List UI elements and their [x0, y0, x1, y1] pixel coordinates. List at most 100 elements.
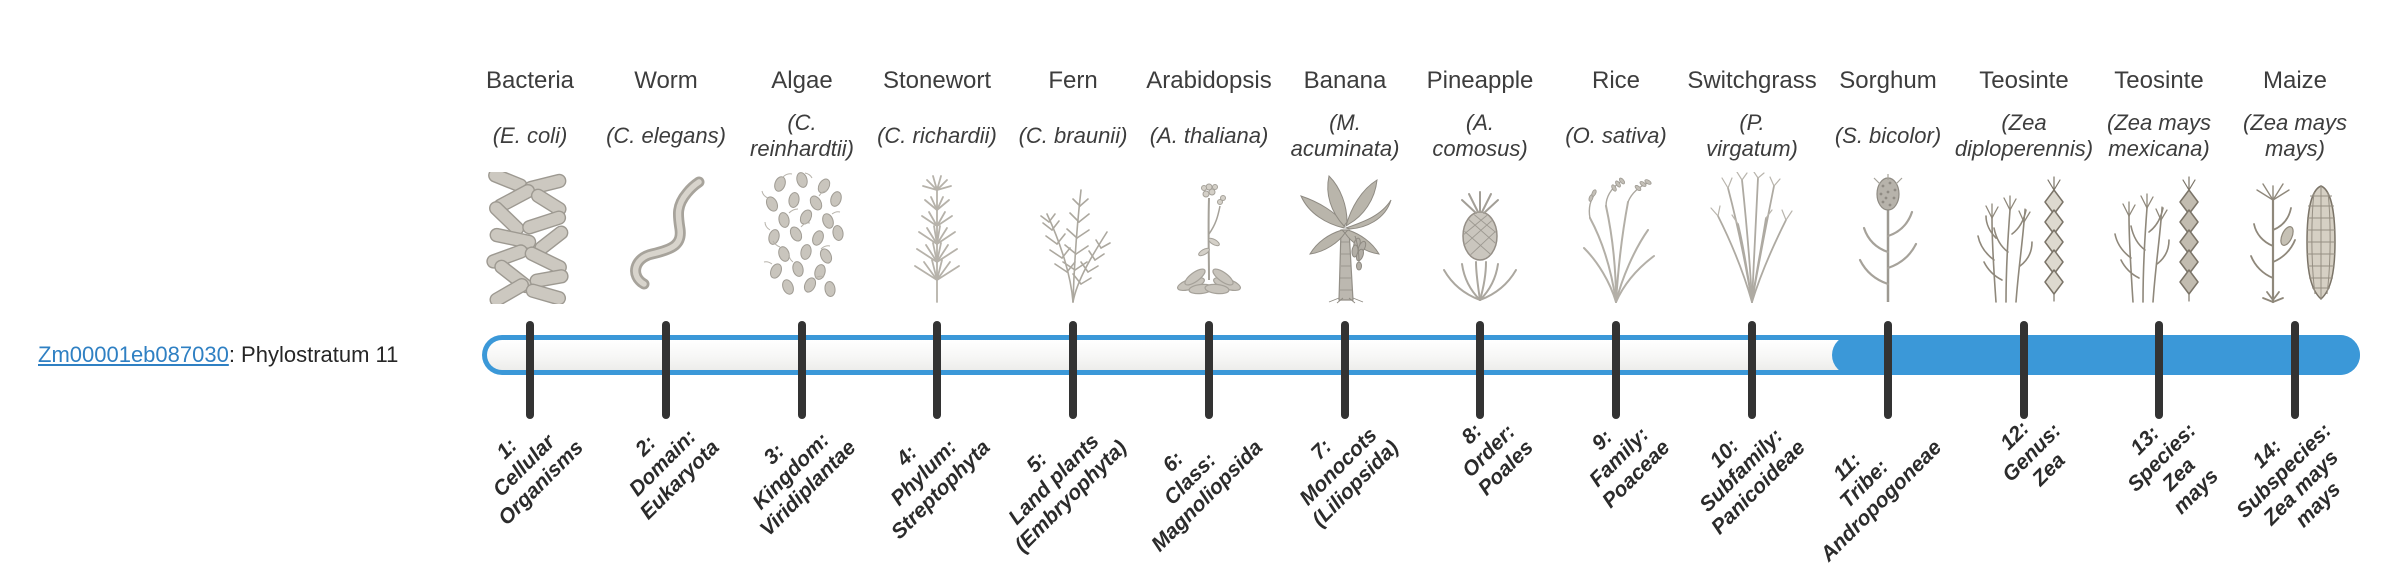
organism-sci-wrap: (P. virgatum) — [1664, 104, 1840, 168]
sorghum-illustration — [1813, 172, 1963, 304]
organism-column-switchgrass: Switchgrass (P. virgatum) 10: Subfamily:… — [1677, 0, 1827, 580]
organism-scientific-name: (M. acuminata) — [1290, 110, 1400, 161]
axis-tick — [2020, 321, 2028, 419]
organism-column-sorghum: Sorghum (S. bicolor) 11: Tribe: Andropog… — [1813, 0, 1963, 580]
organism-sci-wrap: (C. elegans) — [578, 104, 754, 168]
phylostratum-label: 14: Subspecies: Zea mays mays — [2232, 418, 2346, 532]
organism-column-pineapple: Pineapple (A. comosus) 8: Order: Poa — [1405, 0, 1555, 580]
teosinte-mexicana-illustration — [2084, 172, 2234, 304]
axis-tick — [1476, 321, 1484, 419]
organism-column-maize: Maize (Zea mays mays) — [2220, 0, 2370, 580]
organism-scientific-name: (C. braunii) — [1018, 123, 1128, 148]
organism-scientific-name: (O. sativa) — [1565, 123, 1667, 148]
organism-sci-wrap: (C. braunii) — [985, 104, 1161, 168]
organism-name: Algae — [771, 67, 833, 94]
organism-sci-wrap: (A. thaliana) — [1121, 104, 1297, 168]
organism-column-teosinte-mexicana: Teosinte (Zea mays mexicana) — [2084, 0, 2234, 580]
axis-tick — [1748, 321, 1756, 419]
organism-name: Maize — [2262, 67, 2328, 94]
gene-id-link[interactable]: Zm00001eb087030 — [38, 342, 229, 367]
organism-name: Rice — [1591, 67, 1640, 94]
organism-sci-wrap: (Zea diploperennis) — [1936, 104, 2112, 168]
pineapple-illustration — [1405, 172, 1555, 304]
axis-tick — [1069, 321, 1077, 419]
stonewort-illustration — [862, 172, 1012, 304]
organism-scientific-name: (S. bicolor) — [1834, 123, 1942, 148]
axis-tick — [1205, 321, 1213, 419]
organism-column-fern: Fern (C. braunii) 5: Land plants (Embryo… — [998, 0, 1148, 580]
axis-tick — [2291, 321, 2299, 419]
organism-sci-wrap: (Zea mays mexicana) — [2071, 104, 2247, 168]
phylostratum-label: 13: Species: Zea mays — [2122, 418, 2223, 519]
organism-column-arabidopsis: Arabidopsis (A. thaliana) 6: Class: Magn… — [1134, 0, 1284, 580]
organism-column-bacteria: Bacteria (E. coli) 1: Cellular Organisms — [455, 0, 605, 580]
organism-sci-wrap: (O. sativa) — [1528, 104, 1704, 168]
organism-scientific-name: (Zea mays mays) — [2243, 110, 2347, 161]
organism-column-algae: Algae (C. reinhardtii) — [727, 0, 877, 580]
organism-scientific-name: (Zea mays mexicana) — [2107, 110, 2211, 161]
banana-illustration — [1270, 172, 1420, 304]
organism-name: Worm — [634, 67, 698, 94]
axis-tick — [798, 321, 806, 419]
rice-illustration — [1541, 172, 1691, 304]
organism-name: Teosinte — [1979, 67, 2069, 94]
phylostratum-label: 9: Family: Poaceae — [1584, 423, 1675, 513]
algae-illustration — [727, 172, 877, 304]
organism-name: Stonewort — [882, 67, 992, 94]
organism-sci-wrap: (C. richardii) — [849, 104, 1025, 168]
organism-sci-wrap: (E. coli) — [442, 104, 618, 168]
phylostratum-label: 12: Genus: Zea — [1995, 416, 2070, 491]
gene-label: Zm00001eb087030: Phylostratum 11 — [38, 341, 398, 369]
bar-filled-region — [1832, 335, 2360, 375]
organism-name: Bacteria — [485, 67, 575, 94]
axis-tick — [933, 321, 941, 419]
organism-scientific-name: (C. elegans) — [606, 123, 726, 148]
organism-name: Fern — [1048, 67, 1098, 94]
organism-sci-wrap: (S. bicolor) — [1800, 104, 1976, 168]
organism-scientific-name: (C. richardii) — [877, 123, 997, 148]
organism-scientific-name: (C. reinhardtii) — [750, 110, 854, 161]
phylostratum-label: 8: Order: Poales — [1457, 419, 1539, 501]
organism-name: Sorghum — [1839, 67, 1937, 94]
organism-column-worm: Worm (C. elegans) 2: Domain: Eukaryota — [591, 0, 741, 580]
phylostratum-label: 6: Class: Magnoliopsida — [1146, 435, 1268, 557]
worm-illustration — [591, 172, 741, 304]
gene-phylostratum-text: : Phylostratum 11 — [228, 342, 399, 367]
organism-scientific-name: (Zea diploperennis) — [1954, 110, 2094, 161]
axis-tick — [1884, 321, 1892, 419]
organism-name: Pineapple — [1426, 67, 1534, 94]
axis-tick — [1612, 321, 1620, 419]
organism-scientific-name: (A. thaliana) — [1149, 123, 1269, 148]
organism-column-stonewort: Stonewort (C. richardii) 4: Phylum: Stre… — [862, 0, 1012, 580]
organism-column-teosinte-diploperennis: Teosinte (Zea diploperennis) — [1949, 0, 2099, 580]
phylostratum-label: 7: Monocots (Liliopsida) — [1295, 423, 1404, 532]
phylostratum-label: 2: Domain: Eukaryota — [625, 425, 725, 525]
maize-illustration — [2220, 172, 2370, 304]
axis-tick — [2155, 321, 2163, 419]
arabidopsis-illustration — [1134, 172, 1284, 304]
organism-name: Teosinte — [2114, 67, 2204, 94]
organism-sci-wrap: (M. acuminata) — [1257, 104, 1433, 168]
organism-scientific-name: (E. coli) — [492, 123, 568, 148]
axis-tick — [526, 321, 534, 419]
organism-name: Switchgrass — [1687, 67, 1817, 94]
organism-scientific-name: (A. comosus) — [1432, 110, 1528, 161]
fern-illustration — [998, 172, 1148, 304]
organism-column-banana: Banana (M. acuminata) 7: Monocots — [1270, 0, 1420, 580]
phylostratum-label: 4: Phylum: Streptophyta — [886, 435, 996, 544]
organism-sci-wrap: (C. reinhardtii) — [714, 104, 890, 168]
teosinte-diploperennis-illustration — [1949, 172, 2099, 304]
bacteria-illustration — [455, 172, 605, 304]
organism-column-rice: Rice (O. sativa) 9: Family: Poaceae — [1541, 0, 1691, 580]
organism-name: Banana — [1303, 67, 1387, 94]
organism-sci-wrap: (Zea mays mays) — [2207, 104, 2383, 168]
phylostratum-label: 3: Kingdom: Viridiplantae — [748, 428, 861, 541]
axis-tick — [1341, 321, 1349, 419]
phylostratum-label: 5: Land plants (Embryophyta) — [1003, 429, 1132, 557]
phylostratum-label: 1: Cellular Organisms — [488, 430, 589, 530]
organism-name: Arabidopsis — [1146, 67, 1272, 94]
organism-scientific-name: (P. virgatum) — [1706, 110, 1798, 161]
axis-tick — [662, 321, 670, 419]
switchgrass-illustration — [1677, 172, 1827, 304]
